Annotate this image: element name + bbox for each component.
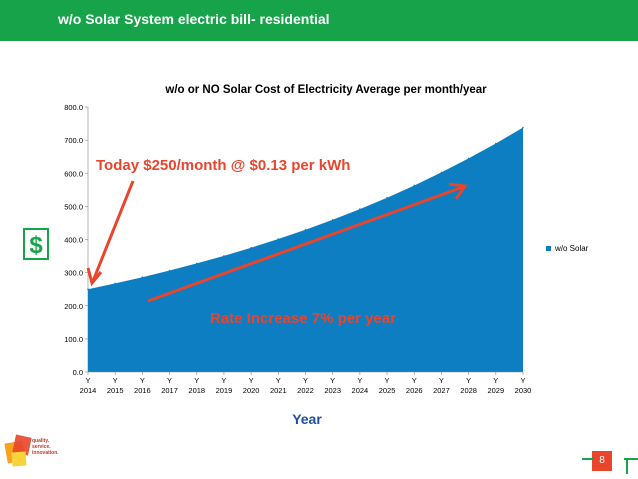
data-point bbox=[223, 255, 225, 257]
x-tick-label: Y bbox=[85, 376, 90, 385]
data-point bbox=[413, 184, 416, 187]
x-tick-label: Y bbox=[167, 376, 172, 385]
annotations: Today $250/month @ $0.13 per kWh Rate In… bbox=[86, 157, 468, 327]
x-tick-label: 2024 bbox=[352, 386, 369, 395]
x-tick-label: Y bbox=[330, 376, 335, 385]
x-tick-label: Y bbox=[357, 376, 362, 385]
corner-decoration bbox=[624, 458, 638, 460]
data-point bbox=[522, 126, 524, 129]
y-axis: 0.0 100.0 200.0 300.0 400.0 500.0 600.0 700.0 80… bbox=[64, 103, 89, 377]
data-point bbox=[304, 228, 307, 231]
data-point bbox=[495, 142, 497, 145]
x-tick-label: Y bbox=[194, 376, 199, 385]
data-point bbox=[359, 208, 361, 210]
arrow-today bbox=[91, 180, 135, 282]
x-axis-title: Year bbox=[292, 411, 322, 427]
arrow-rate bbox=[147, 185, 464, 303]
data-point bbox=[168, 269, 171, 272]
y-tick-label: 500.0 bbox=[64, 202, 83, 211]
legend-label: w/o Solar bbox=[554, 244, 589, 253]
y-tick-label: 100.0 bbox=[64, 335, 83, 344]
data-point bbox=[386, 196, 388, 199]
annotation-rate-increase: Rate Increase 7% per year bbox=[210, 310, 396, 327]
x-tick-label: 2029 bbox=[487, 386, 504, 395]
x-tick-label: Y bbox=[439, 376, 444, 385]
x-tick-label: 2015 bbox=[107, 386, 124, 395]
x-tick-label: 2017 bbox=[161, 386, 178, 395]
header-bar bbox=[0, 0, 638, 41]
x-tick-label: Y bbox=[412, 376, 417, 385]
data-point bbox=[331, 218, 334, 221]
y-tick-label: 600.0 bbox=[64, 169, 83, 178]
x-tick-label: Y bbox=[466, 376, 471, 385]
x-tick-label: Y bbox=[113, 376, 118, 385]
dollar-icon: $ bbox=[23, 228, 49, 260]
logo-text-line: quality. bbox=[32, 438, 50, 444]
x-tick-label: Y bbox=[520, 376, 525, 385]
arrow-rate-head bbox=[448, 182, 468, 200]
x-tick-label: 2025 bbox=[379, 386, 396, 395]
x-tick-label: 2022 bbox=[297, 386, 314, 395]
data-point bbox=[277, 238, 280, 240]
logo-text-line: innovation. bbox=[32, 450, 59, 456]
data-point bbox=[250, 246, 252, 249]
annotation-today: Today $250/month @ $0.13 per kWh bbox=[96, 157, 350, 174]
data-point bbox=[440, 171, 443, 174]
y-tick-label: 300.0 bbox=[64, 269, 83, 278]
x-tick-label: Y bbox=[385, 376, 390, 385]
corner-decoration bbox=[582, 458, 594, 460]
area-series-w-o-solar bbox=[88, 127, 523, 372]
x-tick-label: Y bbox=[249, 376, 254, 385]
x-tick-label: Y bbox=[493, 376, 498, 385]
x-tick-label: 2021 bbox=[270, 386, 287, 395]
slide-title: w/o Solar System electric bill- resident… bbox=[58, 11, 330, 27]
x-tick-label: 2023 bbox=[324, 386, 341, 395]
legend: w/o Solar bbox=[546, 244, 589, 253]
data-point bbox=[467, 157, 470, 160]
y-tick-label: 800.0 bbox=[64, 103, 83, 112]
x-tick-label: Y bbox=[140, 376, 145, 385]
y-tick-label: 400.0 bbox=[64, 236, 83, 245]
data-point bbox=[195, 262, 198, 265]
page-number: 8 bbox=[592, 451, 612, 471]
x-axis: Y2014Y2015Y2016Y2017Y2018Y2019Y2020Y2021… bbox=[80, 371, 532, 395]
x-tick-label: 2026 bbox=[406, 386, 423, 395]
data-point bbox=[87, 288, 89, 290]
x-tick-label: 2030 bbox=[515, 386, 532, 395]
y-tick-label: 0.0 bbox=[73, 368, 83, 377]
data-point bbox=[141, 276, 144, 278]
x-tick-label: 2019 bbox=[216, 386, 233, 395]
x-tick-label: 2027 bbox=[433, 386, 450, 395]
x-tick-label: Y bbox=[276, 376, 281, 385]
corner-decoration bbox=[626, 460, 628, 474]
y-tick-label: 700.0 bbox=[64, 136, 83, 145]
legend-swatch bbox=[546, 246, 551, 251]
x-tick-label: 2018 bbox=[188, 386, 205, 395]
x-tick-label: 2028 bbox=[460, 386, 477, 395]
x-tick-label: 2016 bbox=[134, 386, 151, 395]
x-tick-label: 2020 bbox=[243, 386, 260, 395]
company-logo: quality. service. innovation. bbox=[4, 432, 59, 472]
plot-area bbox=[87, 126, 524, 372]
y-tick-label: 200.0 bbox=[64, 302, 83, 311]
arrow-today-head bbox=[86, 267, 103, 287]
chart-title: w/o or NO Solar Cost of Electricity Aver… bbox=[164, 84, 487, 96]
x-tick-label: Y bbox=[303, 376, 308, 385]
logo-text-line: service. bbox=[32, 444, 51, 450]
x-tick-label: 2014 bbox=[80, 386, 97, 395]
x-tick-label: Y bbox=[221, 376, 226, 385]
data-point bbox=[114, 282, 116, 285]
